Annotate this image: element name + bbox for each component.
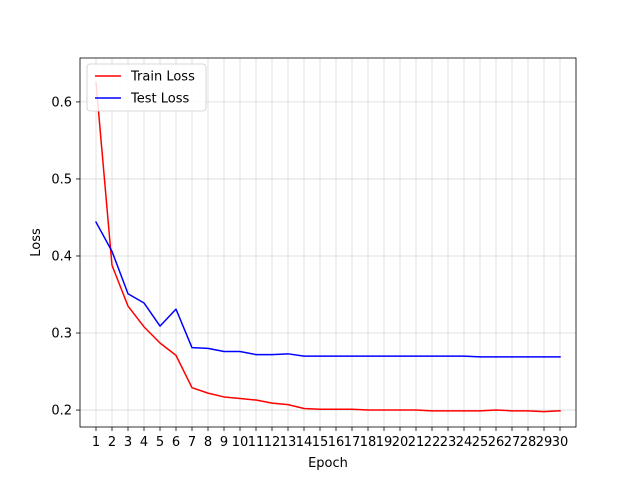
x-tick-label: 6 xyxy=(172,435,180,450)
x-tick-label: 29 xyxy=(536,435,553,450)
x-tick-label: 20 xyxy=(392,435,409,450)
y-tick-label: 0.6 xyxy=(51,95,72,110)
ticks: 1 2 3 4 5 6 7 8 9 10 11 12 13 14 15 16 17 18 19 20 21 22 23 24 2… xyxy=(51,95,568,450)
x-tick-label: 19 xyxy=(376,435,393,450)
x-tick-label: 26 xyxy=(488,435,505,450)
x-tick-label: 25 xyxy=(472,435,489,450)
x-tick-label: 30 xyxy=(552,435,569,450)
legend-label: Train Loss xyxy=(130,70,195,85)
plot-frame xyxy=(79,57,577,428)
x-tick-label: 2 xyxy=(108,435,116,450)
x-tick-label: 18 xyxy=(360,435,377,450)
y-tick-label: 0.5 xyxy=(51,172,72,187)
x-tick-label: 11 xyxy=(248,435,265,450)
x-tick-label: 16 xyxy=(328,435,345,450)
x-tick-label: 7 xyxy=(188,435,196,450)
y-tick-label: 0.4 xyxy=(51,249,72,264)
grid xyxy=(80,58,576,427)
x-tick-label: 22 xyxy=(424,435,441,450)
legend-label: Test Loss xyxy=(130,92,189,107)
x-tick-label: 14 xyxy=(296,435,313,450)
axes xyxy=(79,57,577,428)
x-tick-label: 3 xyxy=(124,435,132,450)
x-axis-label: Epoch xyxy=(308,456,348,471)
x-tick-label: 23 xyxy=(440,435,457,450)
series-line-test-loss xyxy=(94,221,561,358)
x-tick-label: 8 xyxy=(204,435,212,450)
x-tick-label: 24 xyxy=(456,435,473,450)
x-tick-label: 21 xyxy=(408,435,425,450)
x-tick-label: 5 xyxy=(156,435,164,450)
y-axis-label: Loss xyxy=(29,228,44,257)
x-tick-label: 27 xyxy=(504,435,521,450)
x-tick-label: 4 xyxy=(140,435,148,450)
x-tick-label: 28 xyxy=(520,435,537,450)
x-tick-label: 17 xyxy=(344,435,361,450)
x-tick-label: 10 xyxy=(232,435,249,450)
series-line-train-loss xyxy=(95,81,561,413)
x-tick-label: 13 xyxy=(280,435,297,450)
y-tick-label: 0.2 xyxy=(51,404,72,419)
x-tick-label: 15 xyxy=(312,435,329,450)
x-tick-label: 9 xyxy=(220,435,228,450)
x-tick-label: 1 xyxy=(92,435,100,450)
legend: Train Loss Test Loss xyxy=(86,63,207,112)
y-tick-label: 0.3 xyxy=(51,327,72,342)
series-lines xyxy=(94,81,561,413)
x-tick-label: 12 xyxy=(264,435,281,450)
